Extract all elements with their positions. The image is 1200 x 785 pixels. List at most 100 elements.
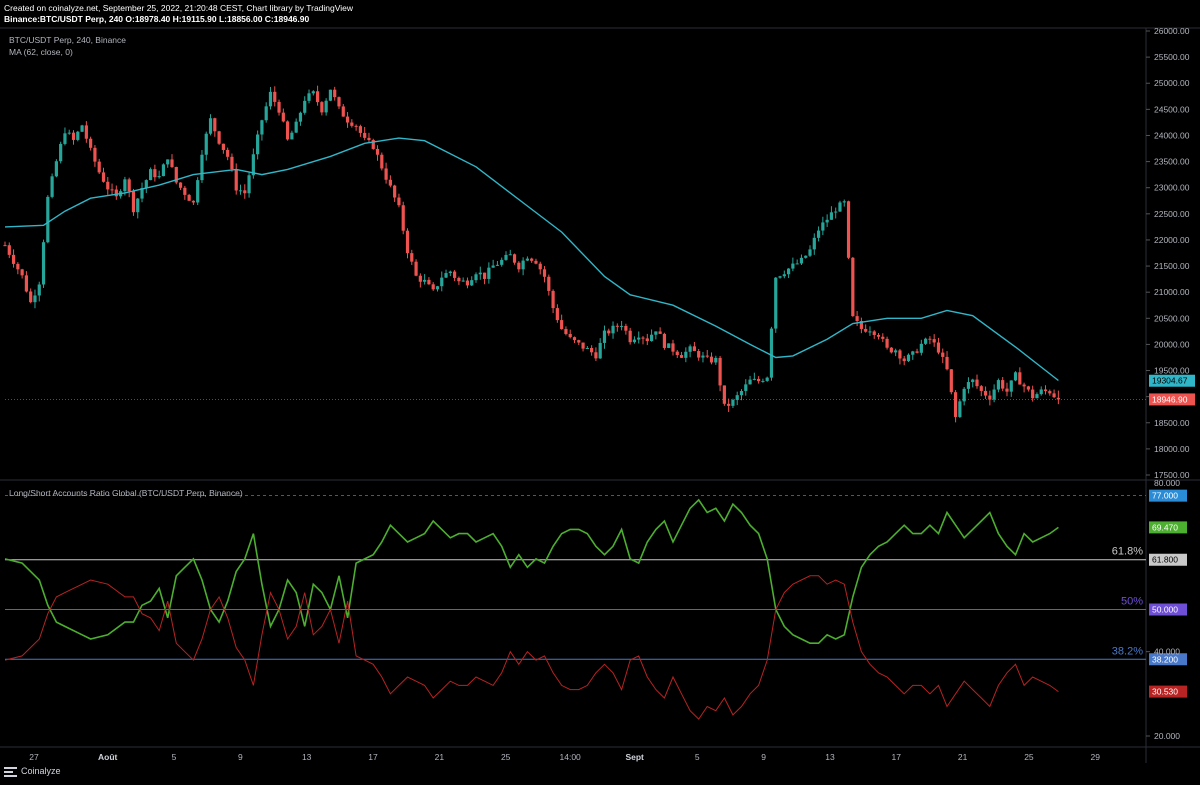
brand-name: Coinalyze: [21, 766, 61, 776]
candle-body: [230, 156, 234, 170]
candle-body: [851, 257, 855, 317]
candle-body: [568, 333, 572, 338]
candle-body: [624, 325, 628, 331]
price-tick-label: 22000.00: [1154, 235, 1190, 245]
candle-body: [320, 102, 324, 113]
candle-body: [375, 148, 380, 155]
candle-body: [872, 331, 876, 335]
candle-body: [679, 355, 684, 358]
candle-body: [611, 325, 615, 334]
price-axis: 26000.00 25500.00 25000.00 24500.00 24000.00…: [1146, 26, 1195, 741]
candle-body: [41, 242, 46, 285]
candle-body: [268, 91, 273, 107]
candle-body: [911, 351, 915, 355]
time-tick-label: Août: [98, 752, 118, 762]
candle-body: [530, 258, 534, 261]
price-tick-label: 18000.00: [1154, 444, 1190, 454]
candle-body: [3, 245, 7, 247]
candle-body: [127, 179, 131, 192]
candle-body: [594, 352, 598, 359]
candle-body: [444, 273, 448, 278]
candle-body: [204, 133, 208, 155]
candle-body: [294, 121, 298, 133]
candle-body: [975, 379, 979, 387]
candle-body: [50, 176, 54, 197]
candle-body: [213, 118, 217, 132]
candle-body: [337, 97, 341, 107]
candle-body: [440, 277, 444, 287]
ratio-level-name: 38.2%: [1112, 645, 1143, 657]
brand-footer[interactable]: Coinalyze: [4, 766, 61, 777]
candle-body: [431, 284, 435, 290]
candle-body: [487, 267, 491, 279]
candle-body: [949, 369, 953, 393]
candle-body: [953, 392, 958, 417]
candle-body: [804, 255, 808, 258]
candle-body: [63, 133, 67, 144]
candle-body: [435, 286, 440, 290]
candle-body: [521, 260, 525, 270]
candle-body: [705, 355, 709, 357]
ratio-level-badge-label: 61.800: [1152, 555, 1178, 565]
candle-body: [752, 378, 756, 380]
candle-body: [958, 401, 962, 417]
candle-body: [196, 180, 200, 203]
ratio-level-badge-label: 77.000: [1152, 491, 1178, 501]
candle-body: [812, 237, 816, 250]
price-tick-label: 21500.00: [1154, 261, 1190, 271]
last-price-badge-label: 18946.90: [1152, 394, 1188, 404]
candle-body: [842, 201, 846, 203]
candle-body: [256, 134, 260, 155]
candle-body: [1052, 393, 1056, 398]
candle-body: [114, 189, 118, 197]
ratio-level-badge: [1149, 553, 1187, 566]
candle-body: [101, 172, 106, 182]
candle-body: [709, 356, 714, 363]
price-tick-label: 21000.00: [1154, 287, 1190, 297]
candle-body: [457, 277, 461, 282]
candle-body: [816, 230, 821, 238]
candle-body: [590, 347, 594, 353]
candle-body: [418, 275, 422, 282]
candle-body: [281, 112, 285, 122]
candle-body: [110, 189, 114, 191]
candle-body: [482, 272, 487, 279]
candle-body: [632, 339, 637, 343]
candle-body: [1013, 372, 1018, 381]
candle-body: [585, 347, 589, 349]
candle-body: [208, 118, 213, 134]
candle-body: [876, 334, 881, 337]
candle-body: [461, 280, 465, 282]
candle-body: [170, 159, 174, 168]
time-tick-label: 5: [695, 752, 700, 762]
price-tick-label: 18500.00: [1154, 418, 1190, 428]
candle-body: [645, 338, 649, 342]
candle-body: [992, 389, 996, 400]
candle-body: [286, 121, 290, 140]
candle-body: [1031, 389, 1035, 399]
time-tick-label: 17: [892, 752, 902, 762]
candle-body: [744, 384, 748, 391]
candle-body: [517, 262, 521, 270]
candle-body: [238, 190, 243, 192]
long-last-badge: [1149, 521, 1187, 534]
candle-body: [885, 338, 889, 348]
candle-body: [560, 320, 564, 330]
short-last-badge-label: 30.530: [1152, 687, 1178, 697]
candle-body: [16, 263, 20, 270]
candle-body: [76, 131, 80, 140]
candle-body: [251, 154, 255, 176]
ratio-level-name: 50%: [1121, 596, 1143, 608]
candle-body: [1043, 389, 1048, 392]
candle-body: [615, 325, 619, 327]
candle-body: [397, 197, 401, 206]
time-tick-label: 29: [1091, 752, 1101, 762]
candle-body: [260, 120, 264, 135]
candle-body: [829, 212, 834, 220]
candle-body: [684, 351, 688, 358]
candle-body: [782, 274, 786, 277]
candle-body: [1026, 386, 1030, 390]
time-tick-label: 27: [29, 752, 39, 762]
candle-body: [834, 211, 838, 213]
